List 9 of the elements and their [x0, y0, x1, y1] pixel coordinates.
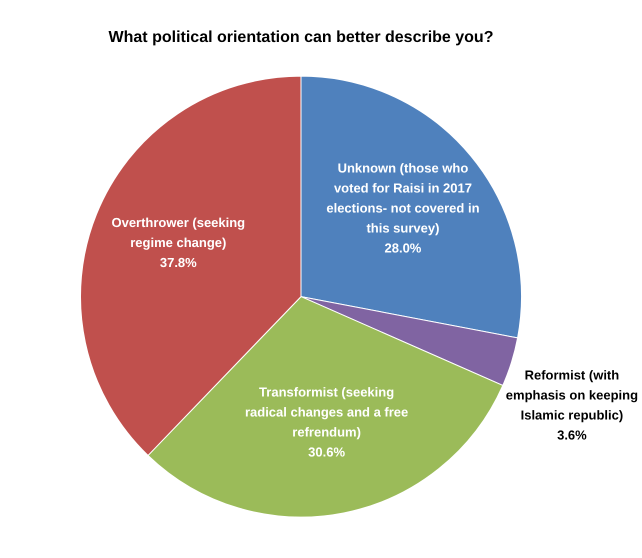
chart-title: What political orientation can better describe you? — [108, 29, 494, 46]
slice-label: Reformist (with emphasis on keeping Islamic republic) — [506, 367, 638, 422]
slice-label: Transformist (seeking radical changes and a free refrendum) — [244, 384, 408, 440]
data-label: 28.0% — [384, 240, 422, 256]
data-label: 3.6% — [557, 427, 588, 442]
data-label: 30.6% — [308, 444, 346, 460]
slice-label: Unknown (those who voted for Raisi in 2017 elections- not covered in this survey) — [326, 160, 480, 236]
data-label: 37.8% — [160, 255, 198, 270]
slice-label: Overthrower (seeking regime change) — [111, 215, 246, 250]
